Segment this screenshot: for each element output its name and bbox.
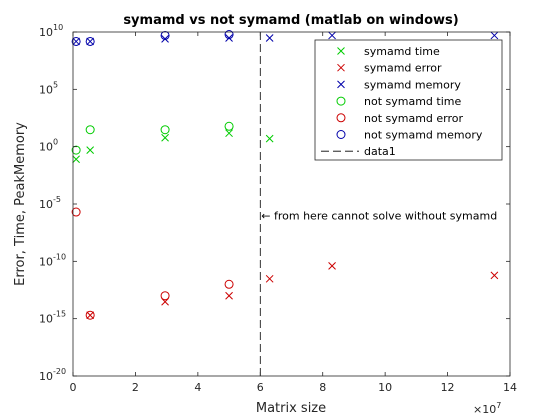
- symamd-error-point: [86, 311, 95, 320]
- chart-title: symamd vs not symamd (matlab on windows): [123, 13, 458, 28]
- symamd-time-point: [72, 155, 80, 164]
- symamd-memory-point: [328, 31, 336, 40]
- y-tick-exponent: 10: [53, 23, 63, 32]
- y-tick-label: 100: [39, 138, 58, 154]
- symamd-memory-point: [161, 35, 169, 43]
- symamd-memory-series: [72, 31, 499, 46]
- legend-swatch-symamd-error: [337, 63, 345, 72]
- legend-swatch-not-symamd-memory: [336, 130, 346, 139]
- not-symamd-memory-point: [85, 36, 95, 46]
- x-tick-label: 12: [441, 381, 455, 394]
- y-tick-exponent: -10: [53, 252, 66, 261]
- y-tick-base: 10: [39, 26, 53, 39]
- legend-swatch-not-symamd-time: [336, 96, 346, 106]
- not-symamd-time-series: [71, 121, 234, 155]
- x-tick-label: 4: [194, 381, 201, 394]
- x-axis-title: Matrix size: [256, 401, 326, 416]
- symamd-time-point: [161, 133, 169, 142]
- x-exponent-base: ×10: [473, 403, 496, 416]
- y-tick-exponent: 0: [53, 138, 58, 147]
- y-tick-exponent: -5: [53, 195, 61, 204]
- not-symamd-error-point: [224, 279, 234, 289]
- x-tick-label: 6: [257, 381, 264, 394]
- not-symamd-time-point: [85, 125, 95, 135]
- symamd-memory-point: [225, 34, 233, 42]
- x-tick-label: 14: [503, 381, 517, 394]
- y-tick-exponent: -20: [53, 367, 66, 376]
- y-tick-base: 10: [39, 313, 53, 326]
- symamd-error-point: [490, 271, 499, 280]
- symamd-time-series: [72, 129, 274, 164]
- legend-label-not-symamd-memory: not symamd memory: [364, 129, 483, 142]
- legend-label-symamd-error: symamd error: [364, 62, 442, 75]
- not-symamd-error-point: [85, 310, 95, 320]
- x-tick-label: 10: [378, 381, 392, 394]
- x-tick-label: 2: [132, 381, 139, 394]
- y-tick-label: 10-5: [39, 195, 61, 211]
- symamd-time-point: [225, 129, 233, 138]
- symamd-error-point: [225, 291, 233, 300]
- symamd-error-point: [265, 274, 274, 283]
- y-tick-label: 10-15: [39, 310, 66, 326]
- symamd-error-point: [328, 262, 336, 270]
- y-axis-title: Error, Time, PeakMemory: [13, 122, 28, 286]
- legend-label-symamd-memory: symamd memory: [364, 78, 461, 91]
- legend-label-symamd-time: symamd time: [364, 45, 440, 58]
- y-tick-label: 105: [39, 80, 58, 96]
- y-tick-base: 10: [39, 255, 53, 268]
- legend-swatch-symamd-memory: [337, 80, 345, 89]
- legend-label-not-symamd-error: not symamd error: [364, 112, 464, 125]
- legend-label-data1: data1: [364, 145, 396, 158]
- symamd-memory-point: [265, 34, 274, 42]
- not-symamd-error-point: [71, 207, 81, 217]
- not-symamd-error-series: [71, 207, 234, 320]
- symamd-memory-point: [86, 37, 95, 46]
- y-tick-base: 10: [39, 370, 53, 383]
- y-tick-label: 10-20: [39, 367, 66, 383]
- y-tick-label: 1010: [39, 23, 63, 39]
- y-tick-exponent: -15: [53, 310, 66, 319]
- not-symamd-error-point: [160, 291, 170, 301]
- y-tick-base: 10: [39, 198, 53, 211]
- y-tick-base: 10: [39, 141, 53, 154]
- legend-label-not-symamd-time: not symamd time: [364, 95, 461, 108]
- data-marks: [71, 30, 499, 376]
- symamd-memory-point: [72, 37, 80, 46]
- not-symamd-memory-point: [224, 30, 234, 40]
- x-exponent-power: 7: [496, 401, 501, 410]
- x-axis-ticks: 0 2 4 6 8 10 12 14: [70, 32, 517, 394]
- legend-swatch-symamd-time: [337, 47, 345, 55]
- symamd-time-point: [265, 134, 274, 143]
- not-symamd-time-point: [224, 121, 234, 131]
- x-tick-label: 0: [70, 381, 77, 394]
- not-symamd-time-point: [71, 145, 81, 155]
- not-symamd-memory-series: [71, 30, 234, 46]
- x-tick-label: 8: [319, 381, 326, 394]
- legend-box: [314, 39, 503, 161]
- legend: symamd time symamd error symamd memory not …: [314, 39, 503, 161]
- not-symamd-memory-point: [160, 30, 170, 40]
- not-symamd-memory-point: [71, 36, 81, 46]
- not-symamd-time-point: [160, 125, 170, 135]
- legend-swatch-not-symamd-error: [336, 113, 346, 123]
- y-tick-exponent: 5: [53, 80, 58, 89]
- symamd-memory-point: [490, 31, 499, 40]
- x-exponent-multiplier: ×107: [473, 401, 501, 416]
- symamd-time-point: [86, 146, 95, 154]
- y-tick-base: 10: [39, 83, 53, 96]
- annotation-text: ← from here cannot solve without symamd: [261, 209, 497, 222]
- y-tick-label: 10-10: [39, 252, 66, 268]
